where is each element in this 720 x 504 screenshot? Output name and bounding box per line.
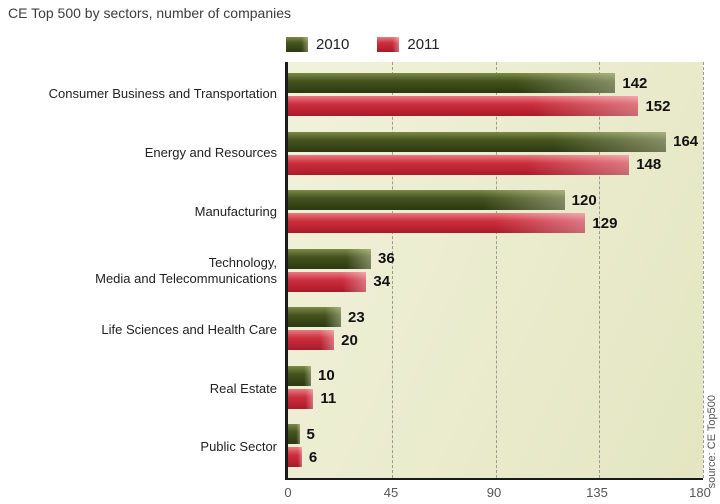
bar-group: 36 34 bbox=[288, 248, 703, 292]
bar-2010 bbox=[288, 131, 667, 152]
bar-2011 bbox=[288, 330, 335, 350]
x-tick-label: 90 bbox=[486, 485, 502, 500]
x-tick-label: 135 bbox=[586, 485, 608, 500]
x-tick-label: 180 bbox=[689, 485, 711, 500]
gridline bbox=[703, 62, 704, 478]
bar-2010 bbox=[288, 190, 565, 210]
bar-2010 bbox=[288, 73, 616, 93]
bar-2010 bbox=[288, 365, 312, 386]
gridline bbox=[599, 62, 601, 478]
bar-row: 20 bbox=[288, 330, 703, 350]
bar-group: 142 152 bbox=[288, 73, 703, 116]
category-label: Manufacturing bbox=[194, 204, 277, 220]
legend: 2010 2011 bbox=[286, 36, 440, 53]
bar-2010 bbox=[288, 424, 300, 444]
bar-row: 5 bbox=[288, 424, 703, 444]
value-label: 148 bbox=[636, 156, 662, 173]
bar-row: 164 bbox=[288, 131, 703, 152]
bar-2011 bbox=[288, 154, 630, 175]
bar-row: 148 bbox=[288, 154, 703, 175]
category-label: Technology, Media and Telecommunications bbox=[95, 254, 277, 286]
legend-label-2011: 2011 bbox=[407, 36, 440, 53]
bar-group: 23 20 bbox=[288, 307, 703, 350]
bar-2011 bbox=[288, 213, 586, 233]
bar-row: 10 bbox=[288, 365, 703, 386]
bar-row: 142 bbox=[288, 73, 703, 93]
bar-group: 10 11 bbox=[288, 365, 703, 409]
bar-row: 11 bbox=[288, 388, 703, 409]
bar-2011 bbox=[288, 271, 367, 292]
gridlines bbox=[288, 62, 704, 478]
source-label: source: CE Top500 bbox=[706, 394, 718, 488]
x-axis: 0 45 90 135 180 bbox=[284, 485, 710, 503]
category-label: Real Estate bbox=[209, 380, 277, 396]
bar-row: 23 bbox=[288, 307, 703, 327]
category-label: Public Sector bbox=[200, 439, 277, 455]
x-tick-label: 0 bbox=[284, 485, 292, 500]
x-tick-label: 45 bbox=[383, 485, 399, 500]
bar-2010 bbox=[288, 248, 371, 269]
value-label: 129 bbox=[592, 214, 618, 232]
value-label: 152 bbox=[645, 97, 671, 115]
bar-2011 bbox=[288, 447, 302, 467]
plot-area: 142 152 164 148 120 129 36 34 23 20 10 11 5 6 bbox=[285, 62, 704, 480]
bar-row: 120 bbox=[288, 190, 703, 210]
value-label: 120 bbox=[571, 191, 597, 209]
legend-swatch-2010 bbox=[286, 37, 308, 52]
bar-row: 152 bbox=[288, 96, 703, 116]
bar-row: 129 bbox=[288, 213, 703, 233]
value-label: 20 bbox=[341, 331, 358, 349]
value-label: 164 bbox=[673, 133, 699, 150]
value-label: 10 bbox=[318, 367, 335, 384]
category-label: Energy and Resources bbox=[144, 145, 277, 161]
gridline bbox=[391, 62, 393, 478]
bar-group: 164 148 bbox=[288, 131, 703, 175]
category-labels: Consumer Business and Transportation Ener… bbox=[0, 62, 277, 480]
value-label: 36 bbox=[378, 250, 395, 267]
bar-row: 6 bbox=[288, 447, 703, 467]
value-label: 34 bbox=[373, 273, 391, 290]
gridline bbox=[495, 62, 497, 478]
category-label: Consumer Business and Transportation bbox=[48, 86, 277, 102]
bar-2010 bbox=[288, 307, 342, 327]
chart-title: CE Top 500 by sectors, number of compani… bbox=[8, 5, 292, 21]
value-label: 142 bbox=[622, 74, 648, 92]
bar-2011 bbox=[288, 96, 639, 116]
legend-swatch-2011 bbox=[377, 37, 400, 52]
category-label: Life Sciences and Health Care bbox=[101, 321, 277, 337]
value-label: 23 bbox=[348, 308, 365, 326]
bar-row: 34 bbox=[288, 271, 703, 292]
bar-groups: 142 152 164 148 120 129 36 34 23 20 10 11 5 6 bbox=[288, 62, 703, 478]
bar-2011 bbox=[288, 388, 314, 409]
bar-row: 36 bbox=[288, 248, 703, 269]
value-label: 5 bbox=[306, 425, 315, 443]
value-label: 6 bbox=[308, 448, 318, 466]
value-label: 11 bbox=[320, 390, 337, 407]
bar-group: 120 129 bbox=[288, 190, 703, 233]
legend-label-2010: 2010 bbox=[316, 36, 350, 53]
